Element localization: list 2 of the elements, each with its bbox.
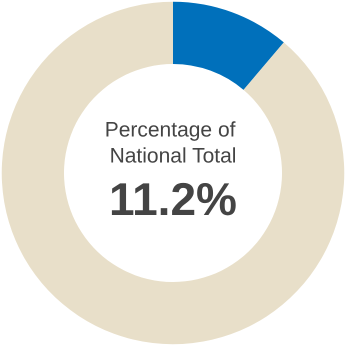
text: 11.2% [109, 173, 237, 225]
text: Percentage of National Total [104, 118, 242, 168]
